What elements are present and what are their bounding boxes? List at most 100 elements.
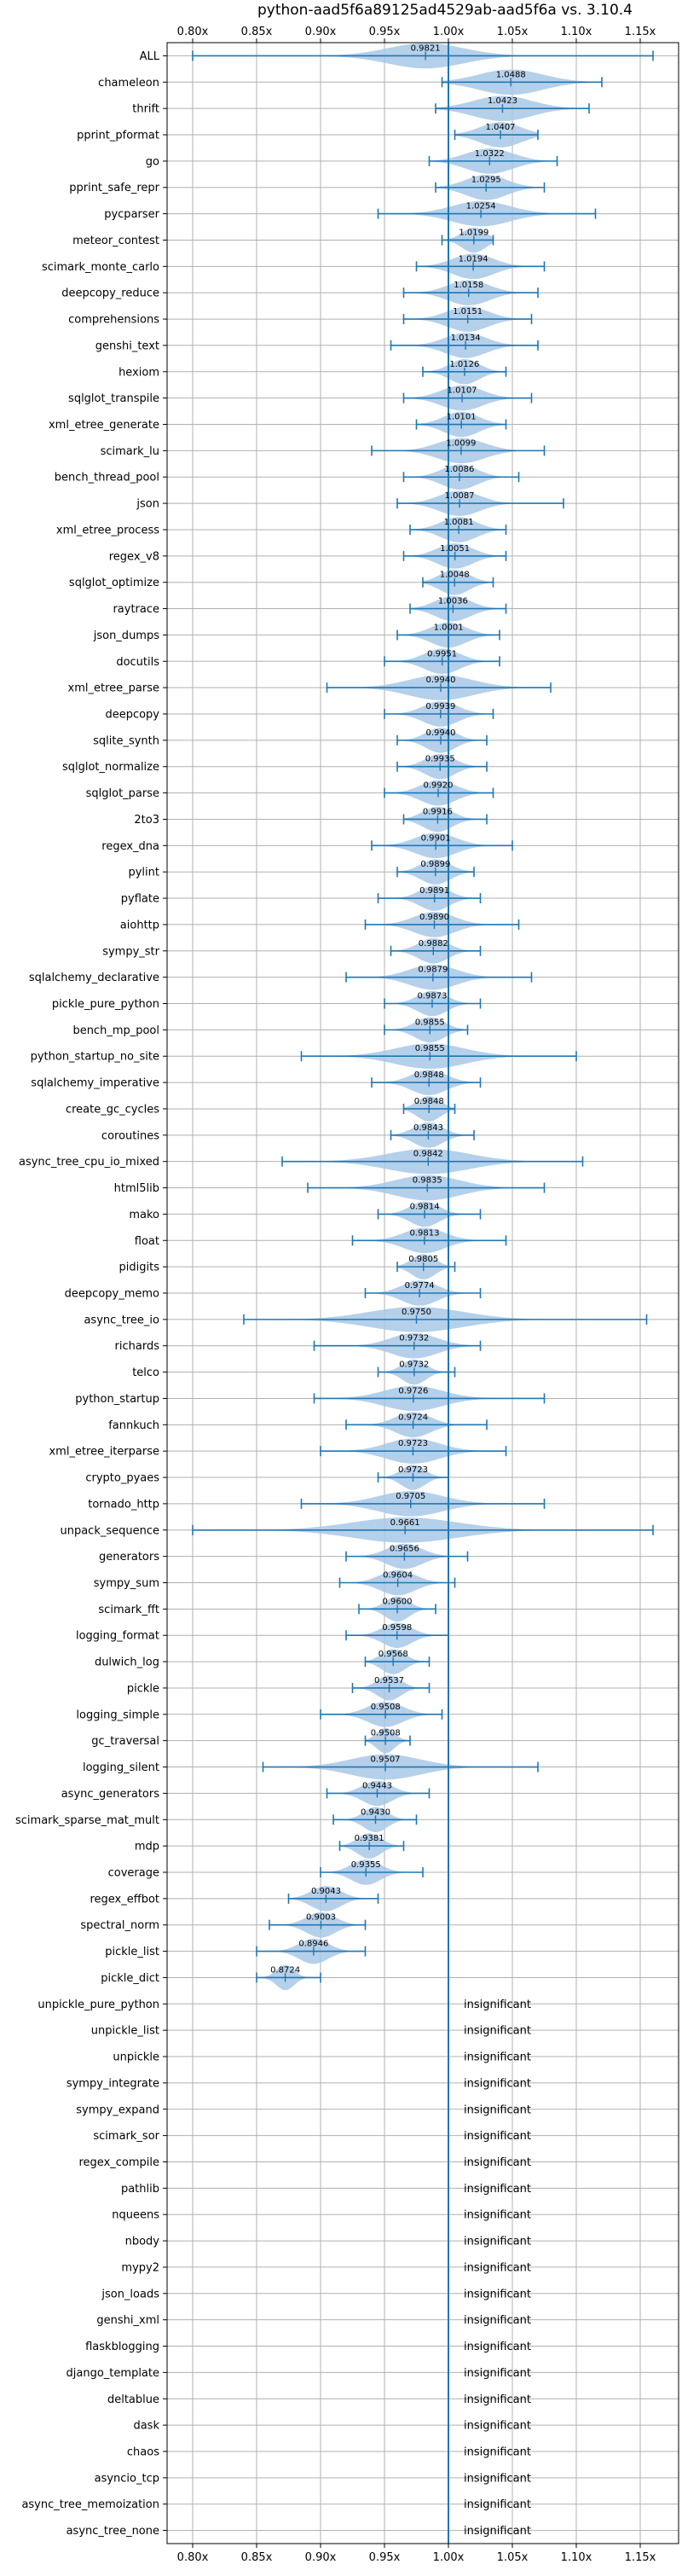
benchmark-label: hexiom: [118, 366, 159, 379]
x-tick-label-bottom: 0.85x: [241, 2551, 273, 2564]
benchmark-label: bench_mp_pool: [72, 1024, 159, 1037]
insignificant-label: insignificant: [464, 2525, 531, 2538]
benchmark-label: float: [135, 1235, 159, 1248]
benchmark-label: pickle: [127, 1682, 159, 1695]
value-label: 0.9940: [426, 728, 456, 738]
value-label: 0.8946: [298, 1940, 328, 1949]
benchmark-label: async_generators: [61, 1788, 160, 1801]
plot-frame: [166, 42, 679, 2544]
x-tick-label-bottom: 1.15x: [625, 2551, 656, 2564]
benchmark-label: dulwich_log: [95, 1656, 159, 1669]
x-tick-label-bottom: 0.80x: [177, 2551, 209, 2564]
value-label: 0.9443: [362, 1781, 392, 1790]
value-label: 0.9951: [427, 649, 457, 659]
value-label: 0.9508: [371, 1729, 401, 1738]
value-label: 0.9835: [413, 1176, 442, 1186]
benchmark-label: meteor_contest: [72, 235, 159, 247]
benchmark-label: xml_etree_process: [56, 524, 159, 537]
value-label: 1.0199: [459, 228, 488, 237]
x-tick-label-bottom: 1.00x: [433, 2551, 465, 2564]
benchmark-label: sqlalchemy_declarative: [29, 972, 159, 984]
value-label: 0.9848: [414, 1097, 444, 1106]
x-tick-label-top: 0.80x: [177, 26, 209, 38]
value-label: 0.9901: [421, 833, 451, 843]
benchmark-label: sympy_str: [102, 945, 159, 958]
benchmark-label: pickle_list: [105, 1946, 159, 1958]
benchmark-label: unpickle_list: [91, 2025, 159, 2038]
value-label: 0.9508: [371, 1703, 401, 1712]
benchmark-label: aiohttp: [120, 919, 159, 931]
value-label: 0.9604: [383, 1570, 413, 1580]
value-label: 0.9891: [419, 886, 449, 896]
benchmark-label: go: [146, 155, 159, 168]
value-label: 0.9920: [424, 781, 454, 791]
benchmark-label: pathlib: [121, 2183, 159, 2196]
benchmark-label: async_tree_cpu_io_mixed: [19, 1156, 159, 1169]
value-label: 1.0322: [475, 149, 505, 159]
benchmark-label: logging_simple: [76, 1709, 159, 1721]
benchmark-label: async_tree_none: [66, 2525, 159, 2538]
x-tick-label-top: 1.15x: [625, 26, 656, 38]
value-label: 1.0086: [444, 465, 474, 474]
x-tick-label-bottom: 0.90x: [305, 2551, 337, 2564]
insignificant-label: insignificant: [464, 2420, 531, 2433]
benchmark-label: sympy_integrate: [66, 2077, 159, 2090]
benchmark-label: nbody: [125, 2236, 160, 2248]
value-label: 1.0254: [466, 202, 496, 212]
insignificant-label: insignificant: [464, 2236, 531, 2248]
benchmark-label: pickle_dict: [101, 1972, 159, 1985]
value-label: 0.9600: [383, 1597, 413, 1606]
insignificant-label: insignificant: [464, 2156, 531, 2169]
value-label: 0.9916: [423, 807, 453, 816]
benchmark-label: html5lib: [114, 1182, 159, 1195]
benchmark-label: pidigits: [119, 1262, 160, 1274]
value-label: 0.9661: [390, 1518, 420, 1528]
value-label: 0.8724: [270, 1965, 300, 1975]
benchmark-label: logging_format: [76, 1630, 159, 1643]
value-label: 0.9873: [417, 992, 447, 1001]
benchmark-label: pycparser: [104, 208, 159, 221]
tick-layer: 0.80x 0.80x 0.85x 0.85x 0.90x 0.90x 0.95x 0.95x…: [163, 26, 656, 2564]
value-label: 0.9855: [415, 1044, 445, 1053]
value-label: 0.9732: [399, 1361, 429, 1370]
benchmark-label: unpickle_pure_python: [38, 1999, 159, 2011]
value-label: 1.0048: [440, 571, 470, 580]
benchmark-label: deepcopy: [105, 709, 159, 722]
benchmark-label: logging_silent: [83, 1761, 159, 1774]
value-label: 0.9723: [398, 1439, 428, 1448]
benchmark-label: scimark_monte_carlo: [42, 261, 159, 274]
benchmark-label: coverage: [108, 1866, 159, 1879]
value-label: 0.9843: [413, 1123, 443, 1133]
benchmark-label: json_loads: [101, 2288, 159, 2300]
value-label: 0.9813: [409, 1228, 439, 1238]
value-label: 0.9732: [399, 1334, 429, 1343]
value-label: 0.9705: [396, 1492, 425, 1501]
x-tick-label-top: 0.85x: [241, 26, 273, 38]
benchmark-label: unpickle: [113, 2051, 159, 2064]
benchmark-label: scimark_sor: [93, 2130, 159, 2143]
x-tick-label-bottom: 1.10x: [561, 2551, 592, 2564]
benchmark-label: regex_dna: [101, 840, 159, 853]
value-label: 0.9899: [420, 860, 450, 869]
value-label: 1.0087: [445, 491, 475, 501]
benchmark-label: mako: [129, 1209, 159, 1221]
value-label: 0.9855: [415, 1018, 445, 1027]
benchmark-label: spectral_norm: [80, 1919, 159, 1932]
benchmark-label: asyncio_tcp: [95, 2472, 159, 2485]
value-label: 1.0134: [451, 334, 481, 343]
insignificant-label: insignificant: [464, 2209, 531, 2222]
insignificant-label: insignificant: [464, 2261, 531, 2274]
insignificant-label: insignificant: [464, 2445, 531, 2458]
insignificant-label: insignificant: [464, 2393, 531, 2406]
value-label: 0.9598: [382, 1623, 412, 1633]
insignificant-label: insignificant: [464, 2025, 531, 2038]
benchmark-label: sqlglot_normalize: [62, 761, 159, 774]
benchmark-label: genshi_xml: [96, 2314, 159, 2327]
value-label: 0.9842: [413, 1150, 443, 1159]
value-label: 0.9430: [361, 1807, 390, 1817]
benchmark-label: regex_compile: [78, 2156, 159, 2169]
violin-layer: [192, 43, 654, 2544]
insignificant-label: insignificant: [464, 2288, 531, 2300]
x-tick-label-top: 1.10x: [561, 26, 592, 38]
